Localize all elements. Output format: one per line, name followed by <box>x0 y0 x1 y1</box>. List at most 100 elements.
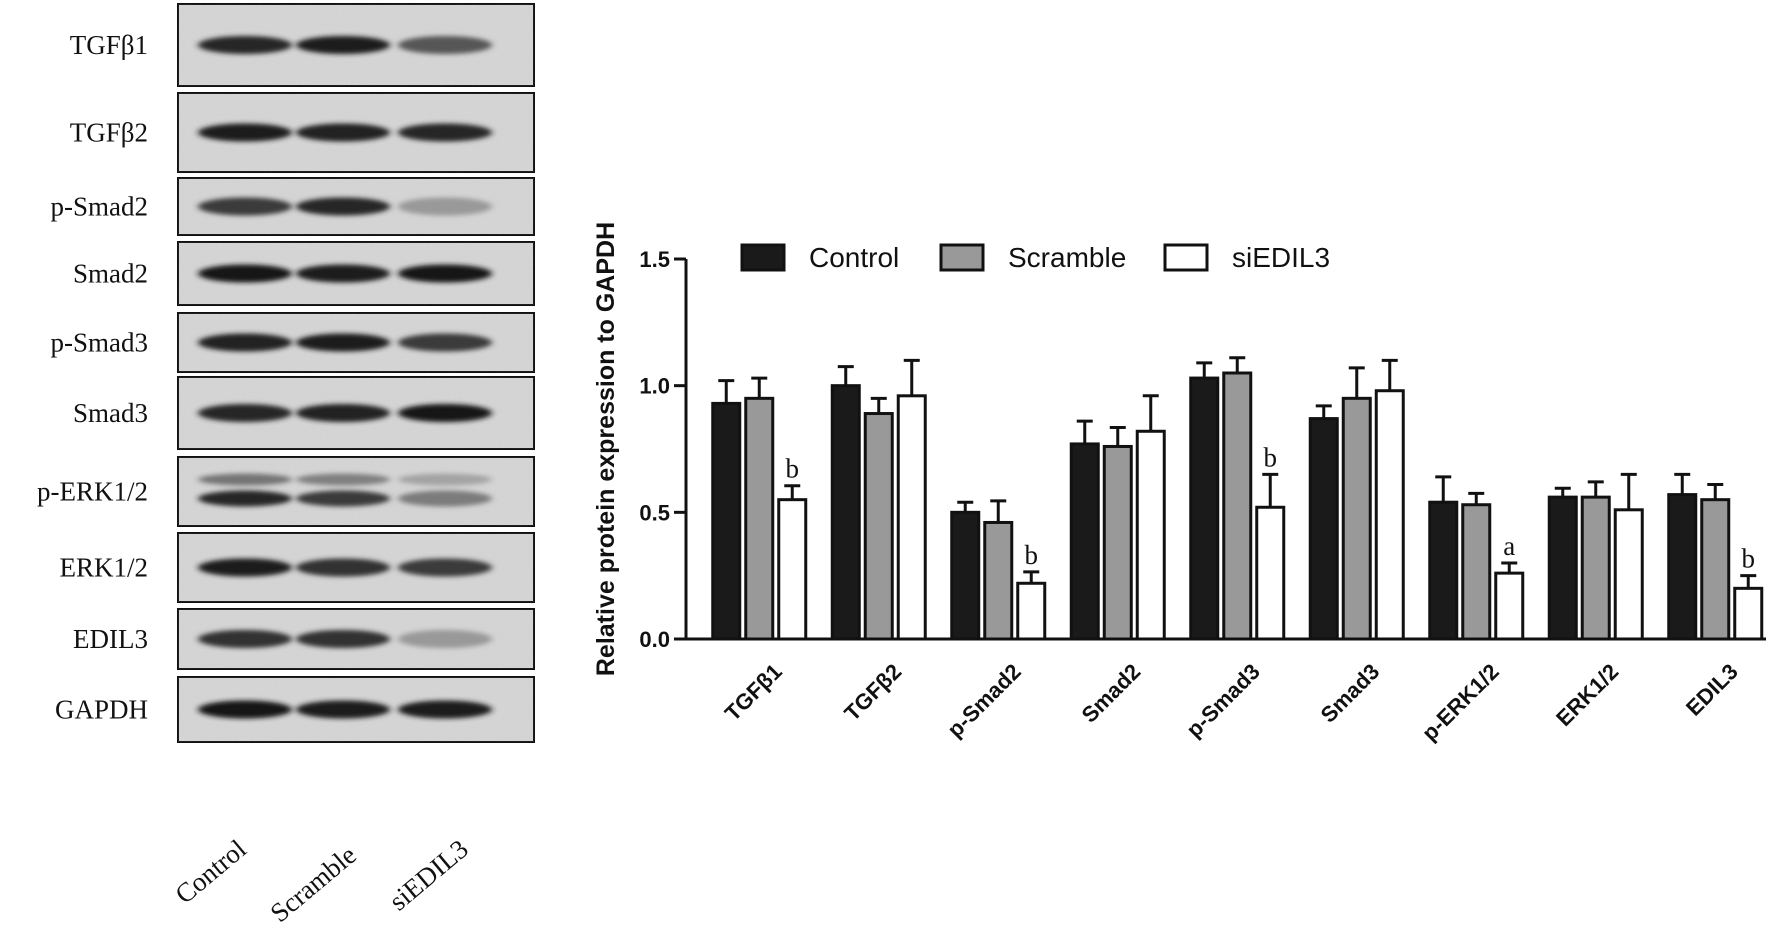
bar <box>1069 442 1100 641</box>
significance-label: b <box>1264 442 1278 472</box>
bars-group: b b b a b <box>711 356 1764 641</box>
legend-item: Scramble <box>939 242 1126 273</box>
bar <box>1255 505 1286 641</box>
blot-row: p-ERK1/2 <box>37 456 535 527</box>
blot-band <box>296 700 390 719</box>
bar <box>830 384 861 641</box>
bar <box>983 520 1014 641</box>
blot-band <box>398 197 492 216</box>
bar <box>1428 500 1459 641</box>
significance-label: b <box>1742 544 1756 574</box>
legend-swatch <box>740 243 786 272</box>
bar <box>1222 371 1253 641</box>
bar <box>1016 581 1047 641</box>
y-tick-label: 1.0 <box>639 374 670 399</box>
y-axis-label: Relative protein expression to GAPDH <box>592 222 620 676</box>
blot-band <box>198 700 292 719</box>
y-axis: 0.0 0.5 1.0 1.5 <box>639 247 688 652</box>
blot-band <box>296 404 390 422</box>
bar <box>1461 503 1492 641</box>
blot-protein-label: TGFβ2 <box>70 118 148 148</box>
blot-band <box>398 36 492 54</box>
x-tick-label: Smad3 <box>1316 659 1385 728</box>
x-axis: TGFβ1 TGFβ2 p-Smad2 Smad2 p-Smad3 Smad3 p-ERK1… <box>686 637 1766 746</box>
blot-lane-label: Control <box>169 834 251 910</box>
blot-row: p-Smad2 <box>51 177 535 236</box>
blot-band <box>398 123 492 142</box>
bar <box>1667 493 1698 641</box>
blot-band <box>198 197 292 216</box>
blot-band <box>296 490 390 507</box>
bar <box>1580 495 1611 641</box>
blot-band <box>198 473 292 486</box>
legend-label: Control <box>809 242 899 273</box>
x-tick-label: p-ERK1/2 <box>1417 659 1504 746</box>
western-blot-panel: TGFβ1 TGFβ2 p-Smad2 Smad2 p-Smad3 Smad3 p-ERK1… <box>37 3 535 929</box>
x-tick-label: p-Smad2 <box>942 659 1025 742</box>
blot-lane-label: siEDIL3 <box>383 834 474 917</box>
blot-band <box>198 630 292 648</box>
blot-row: EDIL3 <box>73 608 535 670</box>
blot-band <box>296 36 390 54</box>
blot-band <box>198 490 292 507</box>
blot-band <box>398 264 492 283</box>
bar <box>711 401 742 641</box>
blot-row: TGFβ2 <box>70 92 535 173</box>
y-tick-label: 0.5 <box>639 500 670 525</box>
blot-band <box>296 123 390 142</box>
bar-chart: 0.0 0.5 1.0 1.5 Relative protein expression… <box>592 222 1766 746</box>
bar <box>1102 444 1133 641</box>
x-tick-label: Smad2 <box>1077 659 1146 728</box>
significance-label: b <box>786 454 800 484</box>
blot-row: Smad2 <box>73 241 535 306</box>
blot-protein-label: Smad2 <box>73 259 148 289</box>
blot-row: Smad3 <box>73 376 535 450</box>
blot-band <box>198 264 292 283</box>
x-tick-label: EDIL3 <box>1681 659 1743 721</box>
bar <box>1189 376 1220 641</box>
blot-band <box>398 490 492 507</box>
significance-label: a <box>1503 531 1515 561</box>
blot-band <box>198 404 292 422</box>
bar <box>1341 396 1372 641</box>
x-tick-label: TGFβ2 <box>839 659 906 726</box>
blot-band <box>398 473 492 486</box>
blot-band <box>198 333 292 352</box>
legend-label: siEDIL3 <box>1232 242 1330 273</box>
bar <box>950 510 981 641</box>
blot-band <box>198 123 292 142</box>
blot-lane-label: Scramble <box>264 840 361 929</box>
blot-band <box>198 36 292 54</box>
x-tick-label: ERK1/2 <box>1551 659 1623 731</box>
legend-item: siEDIL3 <box>1163 242 1330 273</box>
bar <box>863 412 894 641</box>
bar <box>777 498 808 641</box>
bar <box>1700 498 1731 641</box>
bar <box>1733 586 1764 641</box>
blot-band <box>398 333 492 352</box>
x-tick-label: p-Smad3 <box>1181 659 1264 742</box>
bar <box>744 396 775 641</box>
bar <box>1308 417 1339 641</box>
legend-label: Scramble <box>1008 242 1126 273</box>
blot-band <box>398 558 492 577</box>
blot-protein-label: ERK1/2 <box>59 553 148 583</box>
bar <box>1494 571 1525 641</box>
blot-protein-label: EDIL3 <box>73 624 148 654</box>
bar <box>1135 429 1166 641</box>
bar <box>1547 495 1578 641</box>
bar <box>896 394 927 641</box>
blot-protein-label: Smad3 <box>73 398 148 428</box>
blot-row: GAPDH <box>55 676 535 743</box>
blot-protein-label: p-ERK1/2 <box>37 477 148 507</box>
blot-band <box>296 264 390 283</box>
x-tick-label: TGFβ1 <box>720 659 787 726</box>
bar <box>1613 508 1644 641</box>
blot-band <box>398 404 492 422</box>
blot-row: TGFβ1 <box>70 3 535 87</box>
legend-swatch <box>1163 243 1209 272</box>
blot-band <box>296 630 390 648</box>
blot-protein-label: p-Smad3 <box>51 328 149 358</box>
blot-band <box>398 630 492 648</box>
blot-row: p-Smad3 <box>51 312 535 373</box>
